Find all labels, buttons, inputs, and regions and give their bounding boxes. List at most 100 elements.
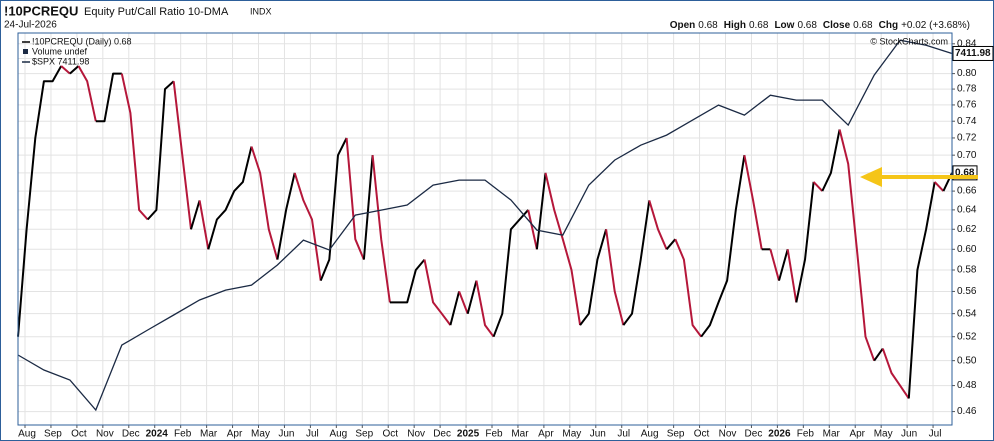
series-line — [319, 137, 348, 281]
chart-title: !10PCREQU — [4, 3, 78, 18]
y-tick-label: 0.70 — [957, 150, 977, 161]
series-line — [527, 209, 538, 250]
series-line — [276, 172, 296, 260]
series-line — [933, 181, 945, 192]
x-tick-label: Mar — [200, 429, 218, 440]
y-tick-label: 0.54 — [957, 308, 977, 319]
x-tick-label: Mar — [823, 429, 841, 440]
y-tick-label: 0.52 — [957, 331, 977, 342]
y-tick-label: 0.66 — [957, 186, 977, 197]
quote-label: High — [724, 20, 746, 31]
x-tick-label: Jul — [929, 429, 942, 440]
series-line — [60, 65, 71, 75]
quote-label: Chg — [879, 20, 898, 31]
y-tick-label: 0.76 — [957, 100, 977, 111]
exchange: INDX — [250, 6, 272, 16]
series-line — [95, 72, 122, 123]
series-line — [544, 172, 582, 326]
series-line — [198, 200, 210, 250]
quote-value: +0.02 (+3.68%) — [901, 20, 970, 31]
y-tick-label: 0.64 — [957, 205, 977, 216]
series-line — [389, 258, 426, 304]
x-tick-label: Dec — [433, 429, 451, 440]
x-tick-label: Jun — [278, 429, 294, 440]
x-tick-label: Dec — [122, 429, 140, 440]
x-tick-label: Nov — [407, 429, 425, 440]
last-value-label: 7411.98 — [955, 48, 991, 59]
x-tick-label: Sep — [667, 429, 685, 440]
series-line — [371, 155, 391, 303]
x-tick-label: Sep — [355, 429, 373, 440]
series-line — [362, 155, 374, 260]
x-tick-label: Mar — [511, 429, 529, 440]
plot-area: Aug Sep Oct Nov Dec 2024 Feb Mar Apr May Jun Jul Aug… — [17, 32, 994, 440]
y-tick-label: 0.72 — [957, 133, 977, 144]
plot-border — [17, 32, 953, 426]
series-line — [475, 280, 495, 338]
series-line — [345, 137, 365, 260]
x-tick-label: May — [874, 429, 893, 440]
y-tick-label: 0.50 — [957, 355, 977, 366]
copyright: © StockCharts.com — [870, 36, 948, 46]
x-tick-label: Apr — [538, 429, 554, 440]
series-line — [622, 200, 651, 326]
series-line — [293, 172, 322, 281]
quote-value: 0.68 — [698, 20, 718, 31]
date: 24-Jul-2026 — [4, 20, 57, 31]
last-value-box — [952, 45, 994, 61]
series-line — [648, 200, 668, 250]
x-tick-label: Jun — [590, 429, 606, 440]
series-line — [769, 249, 780, 281]
series-line — [172, 81, 192, 230]
series-line — [250, 146, 279, 260]
series-line — [812, 181, 824, 192]
series-line — [492, 209, 529, 338]
series-line — [190, 200, 201, 230]
y-tick-label: 0.58 — [957, 265, 977, 276]
series-line — [579, 229, 608, 326]
x-tick-label: Jun — [901, 429, 917, 440]
x-tick-label: Oct — [71, 429, 87, 440]
quote-label: Close — [823, 20, 851, 31]
legend-label: Volume undef — [32, 46, 88, 56]
y-tick-label: 0.78 — [957, 84, 977, 95]
x-tick-label: Oct — [382, 429, 398, 440]
series-line — [207, 146, 253, 250]
x-tick-label: Jul — [617, 429, 630, 440]
series-line — [17, 39, 953, 412]
x-tick-label: Nov — [719, 429, 737, 440]
y-tick-label: 0.60 — [957, 244, 977, 255]
x-tick-label: Feb — [485, 429, 503, 440]
series-line — [821, 129, 841, 192]
x-tick-label: May — [251, 429, 270, 440]
x-tick-label: Feb — [174, 429, 192, 440]
quote: Open 0.68 High 0.68 Low 0.68 Close 0.68 Chg +0.02… — [670, 20, 970, 31]
series-line — [458, 291, 469, 315]
series-line — [77, 65, 97, 122]
x-tick-label: Apr — [849, 429, 865, 440]
quote-value: 0.68 — [853, 20, 873, 31]
legend-swatch — [23, 49, 28, 54]
x-tick-label: Sep — [44, 429, 62, 440]
series-line — [146, 80, 175, 221]
last-value-label: 0.68 — [955, 168, 975, 179]
y-tick-label: 0.62 — [957, 224, 977, 235]
x-tick-label: Oct — [694, 429, 710, 440]
quote-label: Low — [774, 20, 794, 31]
y-tick-label: 0.80 — [957, 68, 977, 79]
series-line — [700, 155, 746, 338]
x-tick-label: Dec — [745, 429, 763, 440]
series-line — [881, 348, 910, 399]
y-tick-label: 0.84 — [957, 38, 977, 49]
x-tick-label: Nov — [96, 429, 114, 440]
series-line — [605, 229, 625, 326]
series-line — [778, 249, 789, 281]
legend-label: $SPX 7411.98 — [32, 56, 89, 66]
series-line — [535, 172, 547, 250]
series-line — [120, 73, 149, 221]
quote-value: 0.68 — [749, 20, 769, 31]
y-tick-label: 0.56 — [957, 286, 977, 297]
x-tick-label: Feb — [797, 429, 815, 440]
